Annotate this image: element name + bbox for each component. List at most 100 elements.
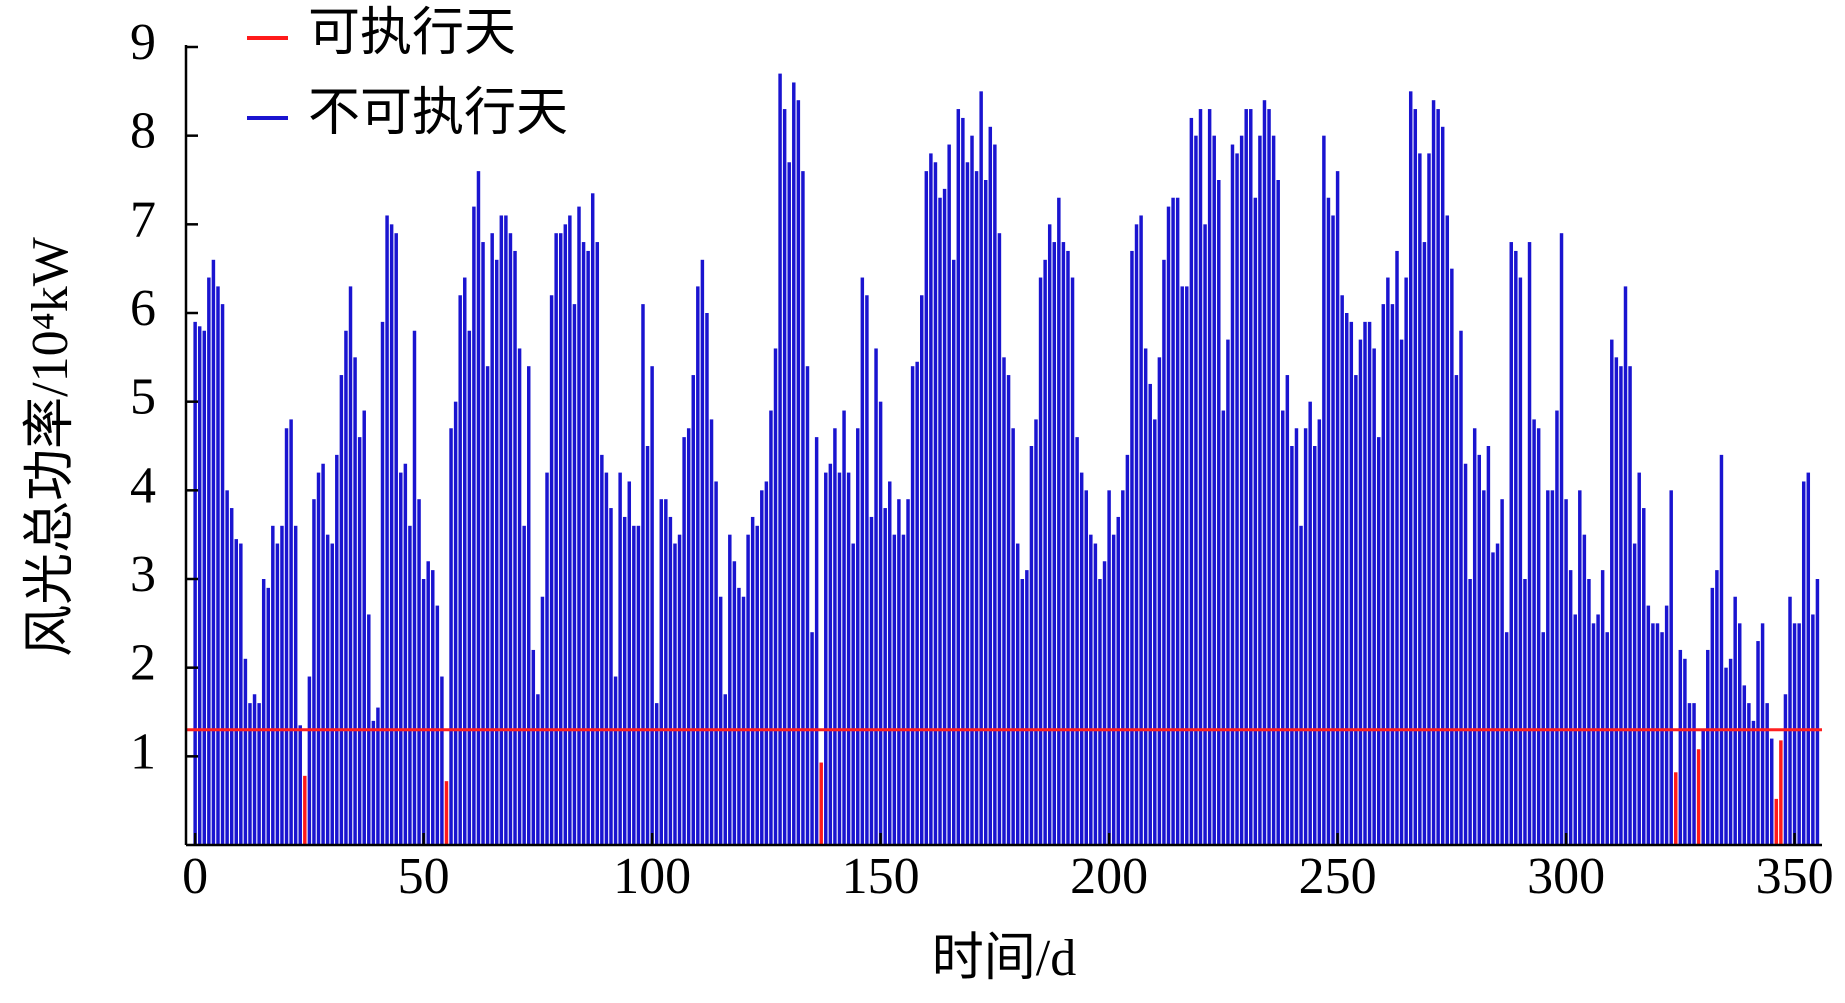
bar	[435, 605, 440, 845]
bar	[293, 525, 298, 845]
bar	[1637, 472, 1641, 845]
bar	[1102, 561, 1107, 845]
bar	[412, 330, 417, 845]
bar	[677, 534, 682, 845]
y-tick-label: 2	[130, 635, 156, 692]
bar	[951, 259, 956, 845]
bar	[1669, 490, 1673, 845]
bar	[271, 525, 275, 845]
bar	[1664, 605, 1669, 845]
bar	[709, 419, 714, 845]
bar	[344, 330, 348, 845]
x-tick-label: 200	[1070, 848, 1148, 905]
bar	[590, 193, 595, 846]
bar	[1143, 348, 1148, 845]
bar	[906, 499, 910, 845]
bar	[472, 206, 476, 846]
bar	[527, 366, 531, 845]
bar	[924, 171, 929, 846]
y-tick-label: 1	[130, 723, 156, 780]
bar	[1267, 109, 1271, 846]
y-tick-label: 9	[130, 14, 156, 71]
bar	[1244, 109, 1248, 846]
bar	[1043, 259, 1047, 845]
bar	[1436, 109, 1440, 846]
x-tick-label: 350	[1756, 848, 1834, 905]
bar	[1769, 738, 1774, 845]
bar	[417, 499, 421, 845]
y-axis-label: 风光总功率/10⁴kW	[22, 237, 79, 657]
bar	[1020, 579, 1025, 845]
bar	[1121, 490, 1125, 845]
bar	[394, 233, 398, 845]
bar	[1591, 623, 1596, 845]
bar	[399, 472, 403, 845]
legend-label: 可执行天	[308, 5, 516, 62]
bar	[1322, 135, 1326, 845]
bar	[1578, 490, 1582, 845]
bar	[705, 313, 709, 845]
bar	[728, 534, 732, 845]
bar	[1070, 277, 1075, 845]
bar	[385, 215, 389, 845]
bar	[1079, 472, 1084, 845]
bar	[1057, 197, 1061, 845]
bar	[1600, 570, 1605, 845]
bar	[1482, 490, 1486, 845]
bar	[1724, 667, 1728, 845]
y-tick-label: 4	[130, 457, 156, 514]
bar	[1299, 525, 1303, 845]
bar	[1427, 153, 1431, 845]
bar	[965, 162, 970, 845]
bar	[1308, 401, 1312, 845]
bar	[463, 277, 467, 845]
bar	[664, 499, 668, 845]
bar	[504, 215, 508, 845]
bar	[1559, 233, 1564, 845]
bar	[1477, 454, 1481, 845]
bar	[1463, 463, 1468, 845]
bar	[495, 259, 499, 845]
bar	[1335, 171, 1340, 846]
bar	[1806, 472, 1811, 845]
bar	[325, 534, 330, 845]
bar	[819, 762, 823, 845]
bar	[1468, 579, 1472, 845]
bar	[431, 570, 435, 845]
bar	[1486, 446, 1491, 845]
bar	[673, 543, 677, 845]
bar	[1134, 224, 1139, 846]
y-tick-label: 6	[130, 280, 156, 337]
bar	[1413, 109, 1418, 846]
bar	[1025, 570, 1029, 845]
bar	[536, 694, 540, 845]
bar	[485, 366, 490, 845]
bar	[1605, 632, 1609, 845]
bar	[1514, 250, 1518, 845]
bar	[1710, 587, 1715, 845]
bar	[1765, 703, 1769, 845]
bar	[1372, 348, 1376, 845]
bar	[1719, 454, 1724, 845]
bar	[892, 534, 897, 845]
bar	[321, 463, 325, 845]
bar	[942, 188, 947, 845]
bar	[1276, 180, 1280, 845]
bar	[275, 543, 280, 845]
bar	[1760, 623, 1765, 845]
bar	[778, 73, 782, 846]
bar	[1523, 579, 1527, 845]
bar	[974, 171, 979, 846]
bar	[837, 472, 842, 845]
bar	[1015, 543, 1020, 845]
bar	[289, 419, 293, 845]
bar	[1084, 490, 1088, 845]
bar	[1454, 375, 1459, 845]
bar	[376, 707, 380, 845]
bar	[1313, 446, 1317, 845]
bar	[1376, 437, 1381, 845]
bar	[193, 321, 197, 845]
bar	[266, 587, 270, 845]
bar	[801, 171, 805, 846]
bar	[865, 295, 869, 845]
